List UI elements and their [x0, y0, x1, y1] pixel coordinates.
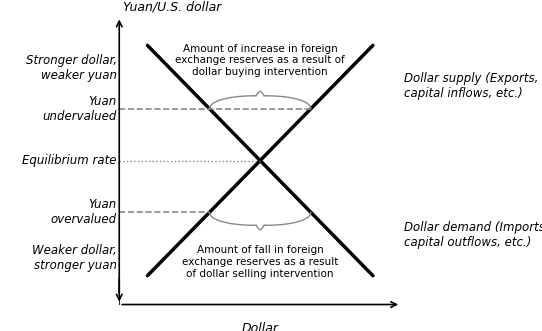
Text: Equilibrium rate: Equilibrium rate — [22, 154, 117, 167]
Text: Yuan
overvalued: Yuan overvalued — [51, 198, 117, 226]
Text: Amount of fall in foreign
exchange reserves as a result
of dollar selling interv: Amount of fall in foreign exchange reser… — [182, 246, 338, 279]
Text: Dollar supply (Exports,
capital inflows, etc.): Dollar supply (Exports, capital inflows,… — [404, 72, 538, 100]
Text: Dollar: Dollar — [242, 322, 279, 331]
Text: Weaker dollar,
stronger yuan: Weaker dollar, stronger yuan — [32, 245, 117, 272]
Text: Amount of increase in foreign
exchange reserves as a result of
dollar buying int: Amount of increase in foreign exchange r… — [175, 44, 345, 77]
Text: Stronger dollar,
weaker yuan: Stronger dollar, weaker yuan — [25, 54, 117, 82]
Text: Dollar demand (Imports,
capital outflows, etc.): Dollar demand (Imports, capital outflows… — [404, 221, 542, 249]
Text: Yuan
undervalued: Yuan undervalued — [42, 95, 117, 123]
Text: Yuan/U.S. dollar: Yuan/U.S. dollar — [124, 1, 222, 14]
